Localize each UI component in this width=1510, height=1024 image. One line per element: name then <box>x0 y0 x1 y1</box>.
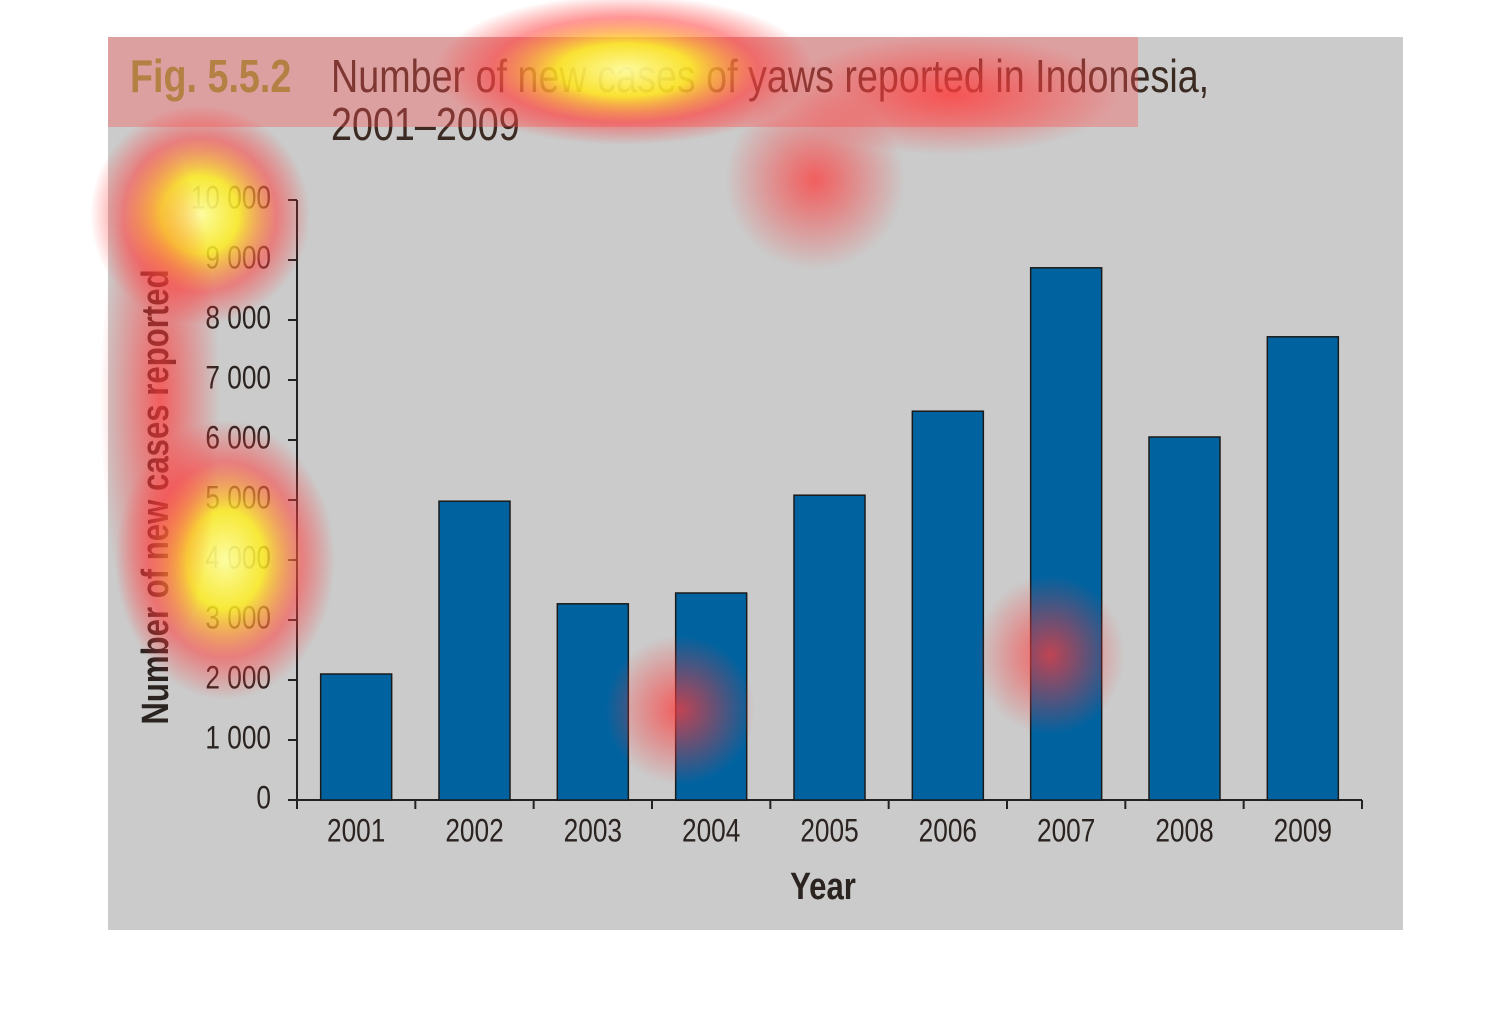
x-tick-group: 2008 <box>1155 814 1213 849</box>
x-tick-group: 2002 <box>445 814 503 849</box>
chart-title: 2001–2009 <box>331 99 520 150</box>
figure-label-group: Fig. 5.5.2 <box>130 51 291 102</box>
x-tick-group: 2007 <box>1037 814 1095 849</box>
x-tick-label: 2007 <box>1037 814 1095 849</box>
bar <box>1029 267 1103 801</box>
x-tick-label: 2009 <box>1274 814 1332 849</box>
x-tick-group: 2005 <box>800 814 858 849</box>
y-tick-group: 4 000 <box>205 541 271 576</box>
y-tick-label: 6 000 <box>205 421 271 456</box>
y-tick-group: 8 000 <box>205 301 271 336</box>
y-tick-label: 4 000 <box>205 541 271 576</box>
y-tick-label: 1 000 <box>205 721 271 756</box>
x-tick-label: 2002 <box>445 814 503 849</box>
x-tick-group: 2001 <box>327 814 385 849</box>
x-tick-label: 2008 <box>1155 814 1213 849</box>
bar <box>674 592 748 801</box>
bar <box>911 410 985 801</box>
y-tick-group: 5 000 <box>205 481 271 516</box>
x-axis-label: Year <box>790 866 856 908</box>
bar <box>556 603 630 801</box>
y-tick-group: 9 000 <box>205 241 271 276</box>
y-tick-label: 8 000 <box>205 301 271 336</box>
x-tick-label: 2006 <box>919 814 977 849</box>
x-tick-group: 2006 <box>919 814 977 849</box>
y-tick-group: 3 000 <box>205 601 271 636</box>
x-tick-group: 2004 <box>682 814 740 849</box>
y-tick-label: 0 <box>256 781 271 816</box>
x-tick-group: 2009 <box>1274 814 1332 849</box>
y-tick-label: 7 000 <box>205 361 271 396</box>
x-tick-label: 2005 <box>800 814 858 849</box>
y-axis-label: Number of new cases reported <box>135 269 177 724</box>
chart-title: Number of new cases of yaws reported in … <box>331 51 1209 102</box>
x-tick-label: 2003 <box>564 814 622 849</box>
bar <box>1148 436 1221 801</box>
y-tick-label: 3 000 <box>205 601 271 636</box>
x-tick-label: 2001 <box>327 814 385 849</box>
y-tick-group: 2 000 <box>205 661 271 696</box>
y-tick-group: 6 000 <box>205 421 271 456</box>
x-tick-label: 2004 <box>682 814 740 849</box>
bar <box>319 673 393 801</box>
bar <box>1266 336 1340 801</box>
bar <box>793 494 866 801</box>
y-tick-label: 2 000 <box>205 661 271 696</box>
bar <box>438 500 511 801</box>
y-tick-group: 7 000 <box>205 361 271 396</box>
x-label-group: Year <box>790 866 856 908</box>
y-tick-group: 1 000 <box>205 721 271 756</box>
x-tick-group: 2003 <box>564 814 622 849</box>
y-tick-group: 0 <box>256 781 271 816</box>
y-tick-label: 9 000 <box>205 241 271 276</box>
y-tick-label: 5 000 <box>205 481 271 516</box>
y-tick-label: 10 000 <box>191 181 271 216</box>
figure-label: Fig. 5.5.2 <box>130 51 291 102</box>
y-label-group: Number of new cases reported <box>135 269 177 724</box>
y-tick-group: 10 000 <box>191 181 271 216</box>
